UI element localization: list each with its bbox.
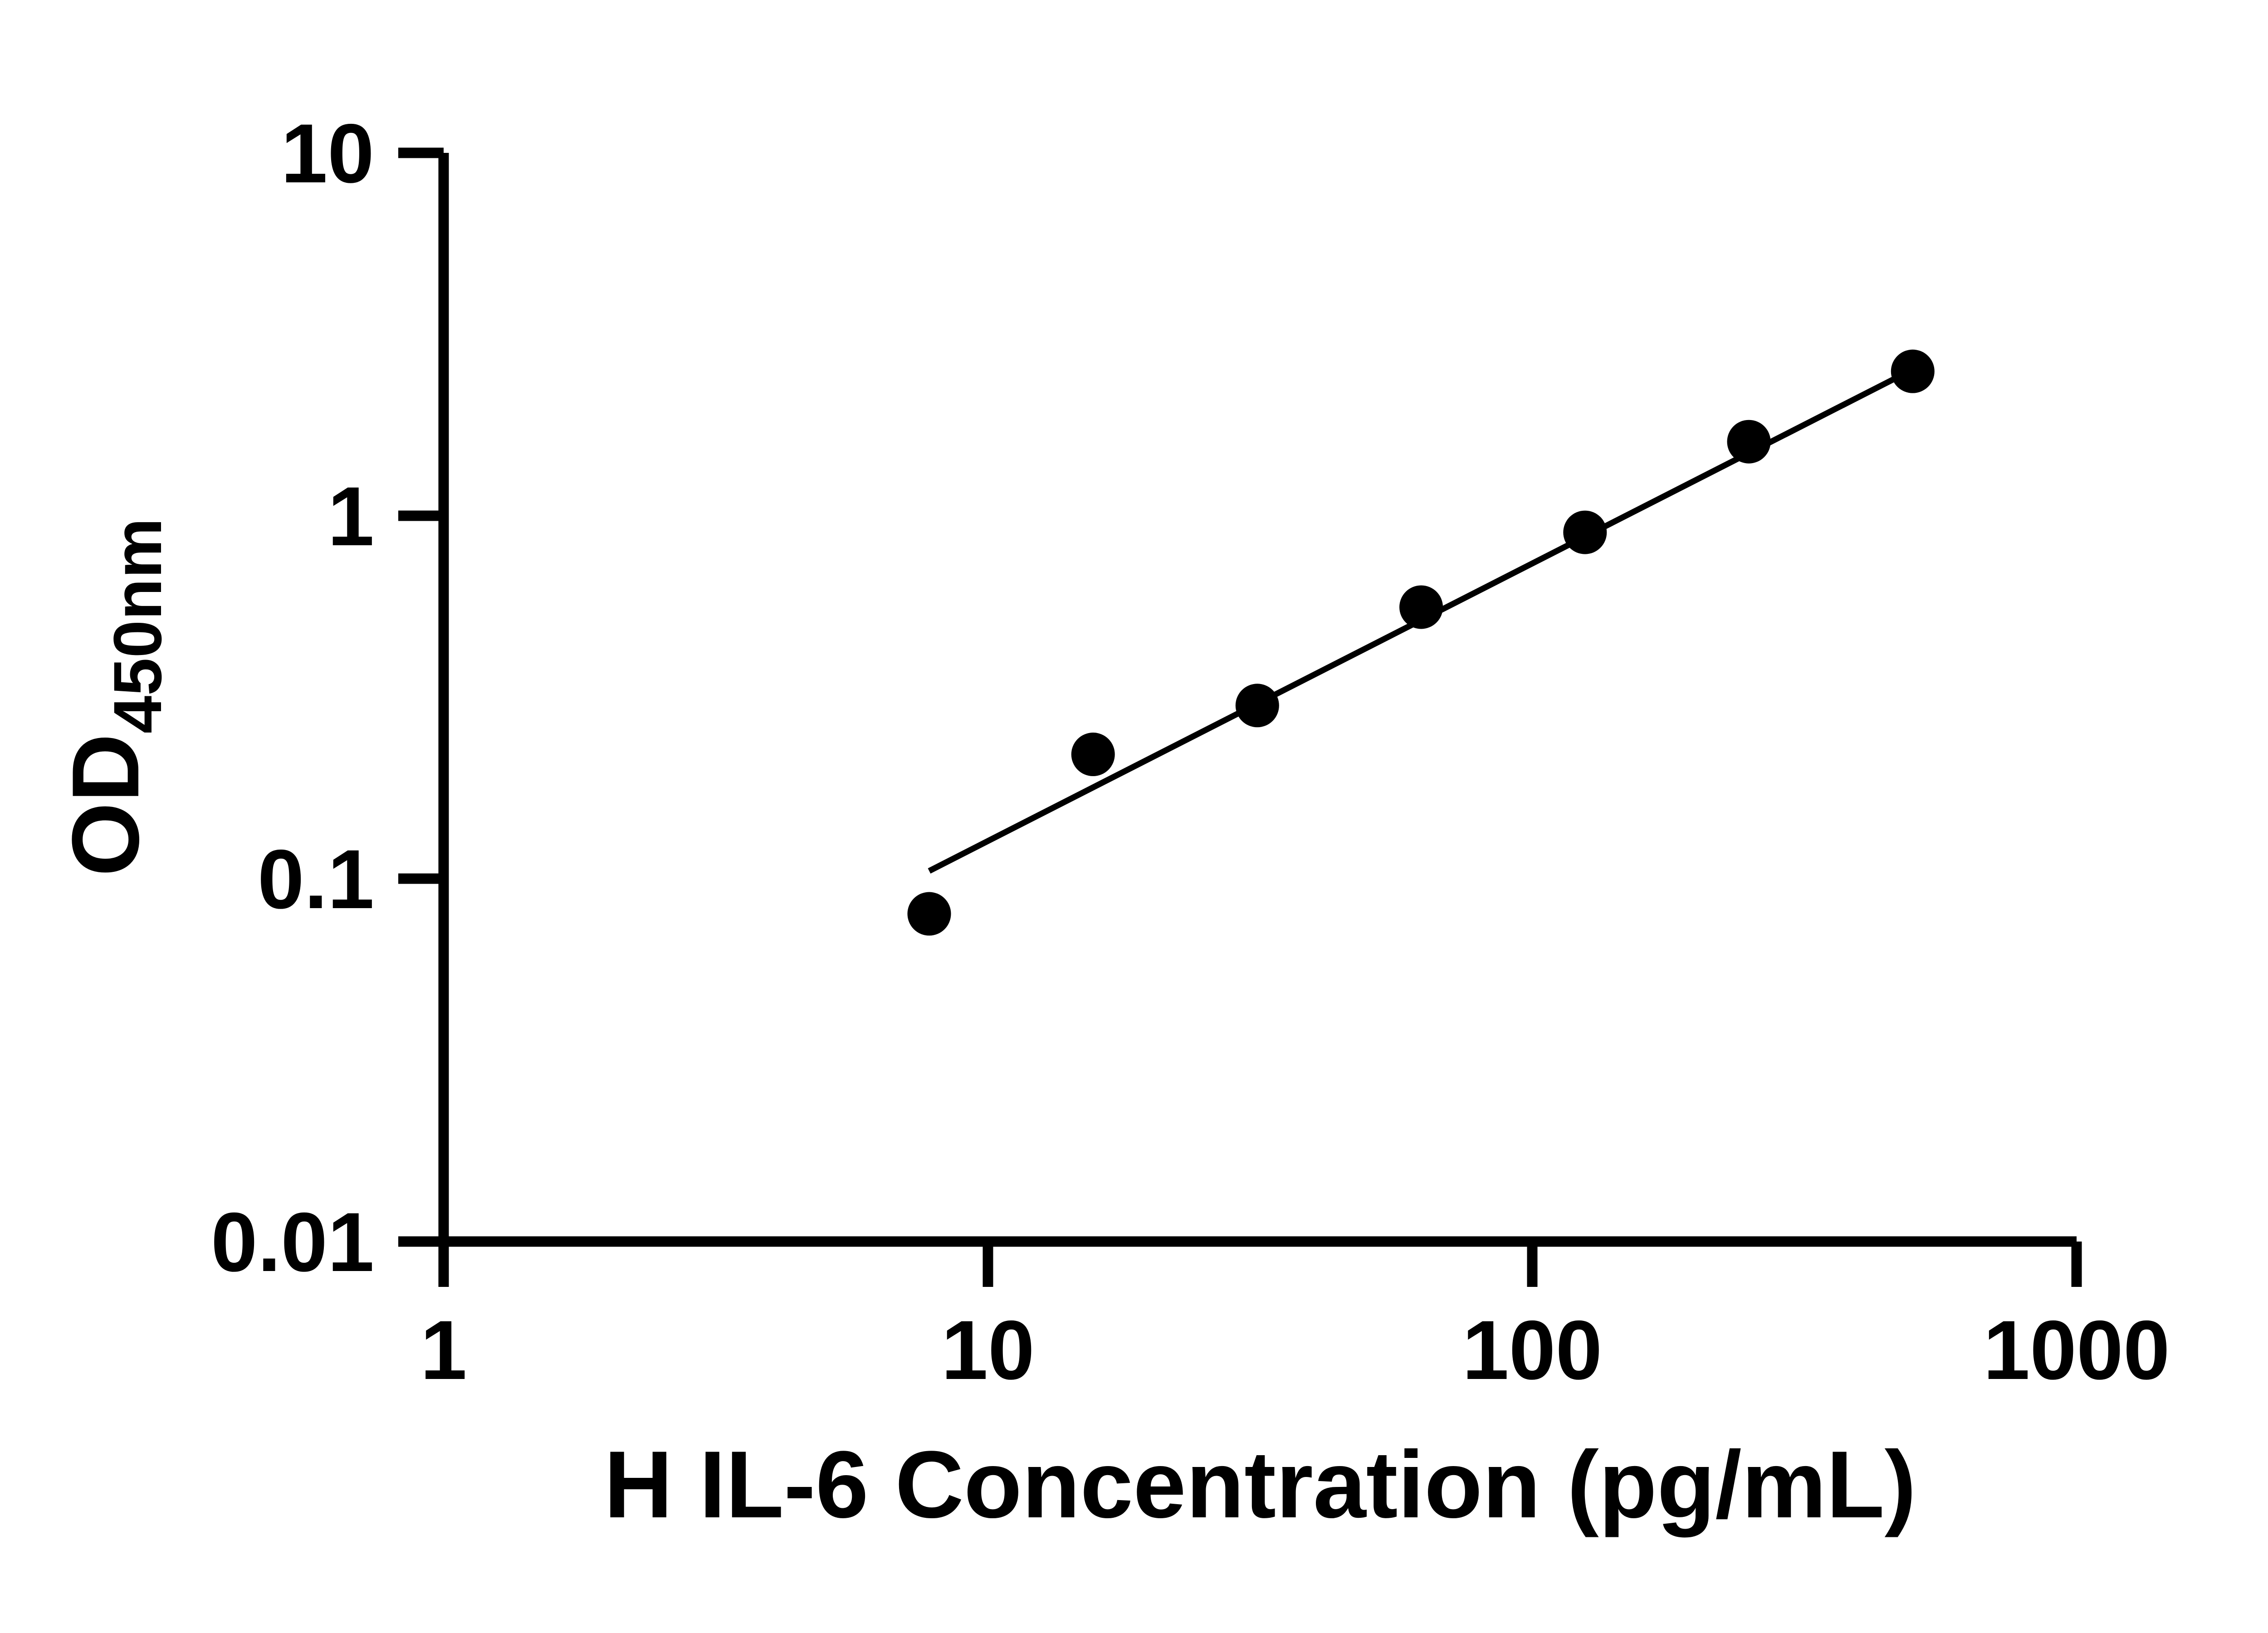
- y-tick-label-1: 1: [327, 470, 374, 563]
- y-axis-title-subscript: 450nm: [99, 518, 176, 733]
- data-point-1: [907, 892, 951, 936]
- x-tick-label-1: 1: [420, 1304, 467, 1397]
- y-tick-label-0.01: 0.01: [211, 1196, 374, 1289]
- x-tick-label-100: 100: [1462, 1304, 1603, 1397]
- y-tick-label-0.1: 0.1: [258, 833, 374, 926]
- data-point-2: [1071, 733, 1115, 777]
- y-axis-title-main: OD: [52, 733, 159, 876]
- x-axis-title: H IL-6 Concentration (pg/mL): [604, 1431, 1916, 1538]
- axis-tick-labels: 1 10 100 1000 0.01 0.1 1 10: [211, 107, 2170, 1397]
- x-tick-label-10: 10: [941, 1304, 1035, 1397]
- y-tick-label-10: 10: [281, 107, 374, 200]
- data-point-7: [1891, 349, 1935, 393]
- data-point-5: [1563, 510, 1607, 554]
- data-point-3: [1235, 684, 1279, 728]
- x-tick-label-1000: 1000: [1983, 1304, 2170, 1397]
- data-point-4: [1399, 585, 1443, 629]
- y-axis-title: OD450nm: [52, 518, 176, 876]
- axis-ticks: [398, 147, 2082, 1287]
- data-series: [907, 349, 1935, 936]
- data-point-6: [1727, 420, 1771, 464]
